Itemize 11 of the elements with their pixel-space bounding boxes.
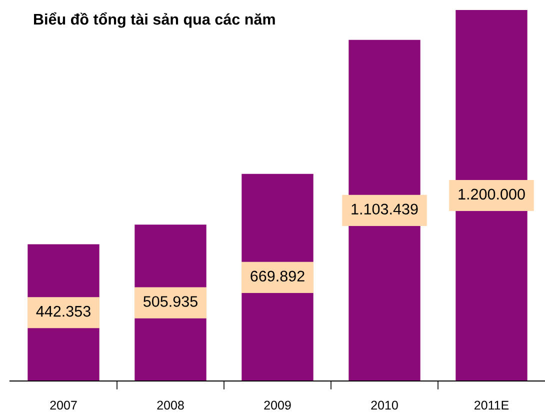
chart-title: Biểu đồ tổng tài sản qua các năm bbox=[34, 12, 275, 28]
x-tick-label: 2008 bbox=[157, 400, 184, 410]
x-tick-label: 2007 bbox=[50, 400, 77, 410]
data-label: 1.200.000 bbox=[458, 188, 525, 200]
data-label: 442.353 bbox=[36, 306, 90, 317]
x-tick-label: 2010 bbox=[371, 400, 398, 410]
x-tick-label: 2011E bbox=[474, 400, 509, 410]
data-label: 669.892 bbox=[250, 270, 304, 282]
data-label: 505.935 bbox=[144, 296, 198, 307]
data-label: 1.103.439 bbox=[352, 204, 418, 215]
x-tick-label: 2009 bbox=[264, 400, 291, 410]
